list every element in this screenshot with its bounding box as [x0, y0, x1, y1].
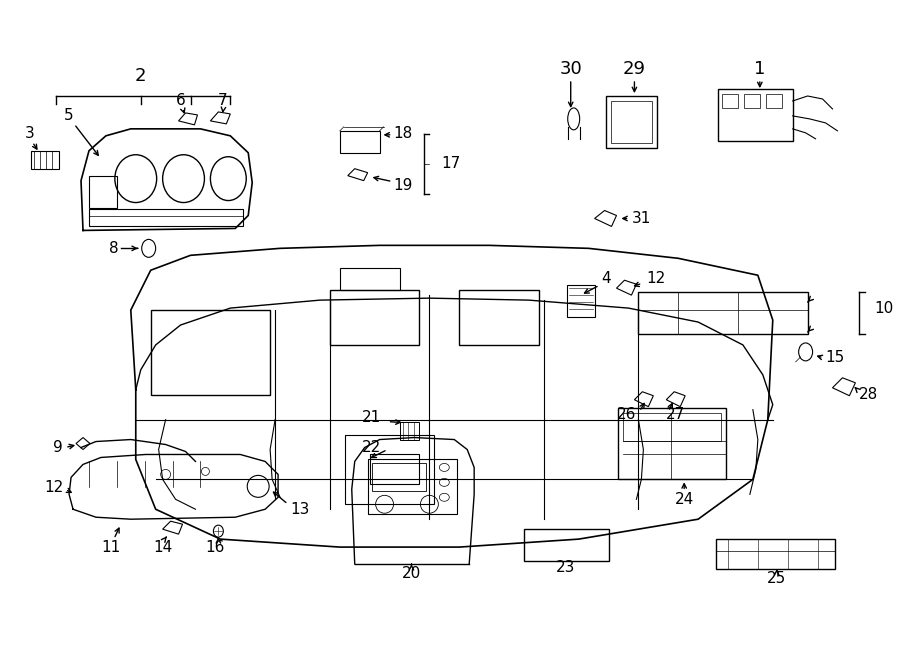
Bar	[744, 94, 760, 108]
Text: 12: 12	[646, 271, 666, 286]
Text: 7: 7	[218, 93, 227, 108]
Text: 21: 21	[363, 410, 382, 425]
Text: 6: 6	[176, 93, 185, 108]
Text: 28: 28	[860, 387, 878, 403]
Text: 25: 25	[767, 572, 787, 586]
Text: 19: 19	[393, 178, 412, 193]
Bar	[340, 268, 400, 290]
Bar	[345, 434, 435, 504]
Text: 2: 2	[135, 67, 147, 85]
Bar	[372, 463, 427, 491]
Text: 30: 30	[559, 60, 582, 78]
Text: 13: 13	[290, 502, 310, 517]
Text: 22: 22	[363, 440, 382, 455]
Bar	[32, 151, 59, 169]
Text: 1: 1	[754, 60, 766, 78]
Text: 10: 10	[874, 301, 894, 315]
Bar	[716, 539, 835, 569]
Bar	[567, 285, 595, 317]
Text: 11: 11	[102, 539, 121, 555]
Bar	[150, 310, 270, 395]
Text: 17: 17	[441, 156, 461, 171]
Bar	[638, 292, 807, 334]
Bar	[524, 529, 608, 561]
Bar	[89, 208, 243, 227]
Text: 20: 20	[401, 566, 421, 582]
Bar	[618, 408, 726, 479]
Text: 4: 4	[601, 271, 611, 286]
Bar	[368, 459, 457, 514]
Text: 27: 27	[666, 407, 686, 422]
Bar	[89, 176, 117, 208]
Bar	[722, 94, 738, 108]
Text: 24: 24	[675, 492, 694, 507]
Text: 31: 31	[632, 211, 651, 226]
Bar	[766, 94, 782, 108]
Text: 18: 18	[393, 126, 412, 141]
Bar	[606, 96, 657, 148]
Bar	[624, 412, 721, 440]
Text: 3: 3	[24, 126, 34, 141]
Text: 5: 5	[64, 108, 74, 124]
Text: 23: 23	[556, 559, 575, 574]
Bar	[370, 455, 419, 485]
Bar	[329, 290, 419, 345]
Text: 16: 16	[206, 539, 225, 555]
Bar	[610, 101, 652, 143]
Text: 26: 26	[617, 407, 636, 422]
Bar	[400, 422, 419, 440]
Text: 15: 15	[825, 350, 845, 366]
Text: 9: 9	[53, 440, 63, 455]
Text: 12: 12	[44, 480, 63, 495]
Text: 14: 14	[153, 539, 172, 555]
Text: 29: 29	[623, 60, 646, 78]
Bar	[340, 131, 380, 153]
Bar	[459, 290, 539, 345]
Text: 8: 8	[109, 241, 119, 256]
Bar	[718, 89, 793, 141]
